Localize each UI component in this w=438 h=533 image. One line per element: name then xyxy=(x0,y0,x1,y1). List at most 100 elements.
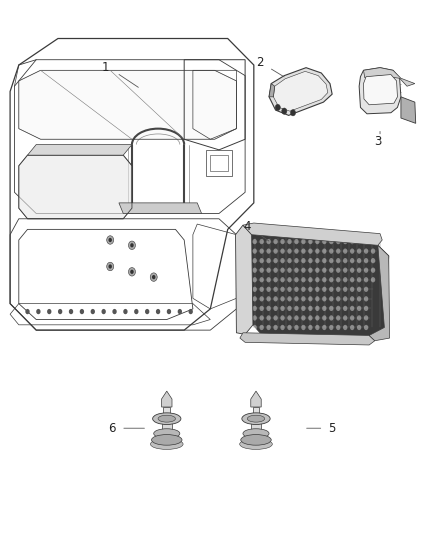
Circle shape xyxy=(280,248,285,254)
Ellipse shape xyxy=(240,439,272,449)
Circle shape xyxy=(315,277,320,282)
Circle shape xyxy=(357,258,361,263)
Polygon shape xyxy=(163,407,170,419)
Circle shape xyxy=(301,316,306,320)
Circle shape xyxy=(301,306,306,311)
Circle shape xyxy=(253,277,257,282)
Circle shape xyxy=(329,248,333,254)
Circle shape xyxy=(364,248,368,254)
Ellipse shape xyxy=(158,415,176,422)
Circle shape xyxy=(107,236,114,244)
Circle shape xyxy=(287,296,292,302)
Circle shape xyxy=(301,268,306,273)
Circle shape xyxy=(329,258,333,263)
Circle shape xyxy=(280,316,285,320)
Circle shape xyxy=(329,277,333,282)
Circle shape xyxy=(322,268,326,273)
Circle shape xyxy=(287,268,292,273)
Circle shape xyxy=(343,258,347,263)
Circle shape xyxy=(253,239,257,244)
Circle shape xyxy=(343,268,347,273)
Circle shape xyxy=(364,306,368,311)
Circle shape xyxy=(308,239,313,244)
Circle shape xyxy=(357,248,361,254)
Circle shape xyxy=(336,287,340,292)
Circle shape xyxy=(308,316,313,320)
Circle shape xyxy=(294,239,299,244)
Circle shape xyxy=(364,287,368,292)
Circle shape xyxy=(294,287,299,292)
Circle shape xyxy=(280,268,285,273)
Circle shape xyxy=(259,258,264,263)
Circle shape xyxy=(301,239,306,244)
Circle shape xyxy=(287,325,292,330)
Ellipse shape xyxy=(150,439,183,449)
Circle shape xyxy=(280,306,285,311)
Circle shape xyxy=(336,248,340,254)
Circle shape xyxy=(253,248,257,254)
Circle shape xyxy=(329,268,333,273)
Circle shape xyxy=(329,306,333,311)
Circle shape xyxy=(253,287,257,292)
Circle shape xyxy=(322,248,326,254)
Circle shape xyxy=(259,248,264,254)
Circle shape xyxy=(266,248,271,254)
Circle shape xyxy=(357,239,361,244)
Circle shape xyxy=(273,287,278,292)
Circle shape xyxy=(301,325,306,330)
Circle shape xyxy=(343,239,347,244)
Polygon shape xyxy=(401,97,416,123)
Circle shape xyxy=(315,306,320,311)
Ellipse shape xyxy=(247,415,265,422)
Circle shape xyxy=(294,325,299,330)
Circle shape xyxy=(343,248,347,254)
Circle shape xyxy=(130,270,134,274)
Circle shape xyxy=(253,268,257,273)
Circle shape xyxy=(315,325,320,330)
Circle shape xyxy=(329,316,333,320)
Circle shape xyxy=(253,296,257,302)
Circle shape xyxy=(188,309,193,314)
Circle shape xyxy=(322,316,326,320)
Circle shape xyxy=(58,309,62,314)
Circle shape xyxy=(128,268,135,276)
Circle shape xyxy=(290,110,296,116)
Circle shape xyxy=(350,325,354,330)
Circle shape xyxy=(113,309,117,314)
Circle shape xyxy=(315,316,320,320)
Ellipse shape xyxy=(242,413,270,424)
Circle shape xyxy=(329,287,333,292)
Circle shape xyxy=(371,268,375,273)
Circle shape xyxy=(145,309,149,314)
Circle shape xyxy=(266,296,271,302)
Circle shape xyxy=(273,325,278,330)
Circle shape xyxy=(364,296,368,302)
Circle shape xyxy=(364,268,368,273)
Circle shape xyxy=(178,309,182,314)
Circle shape xyxy=(102,309,106,314)
Circle shape xyxy=(280,258,285,263)
Polygon shape xyxy=(119,203,201,214)
Circle shape xyxy=(294,268,299,273)
Circle shape xyxy=(343,306,347,311)
Circle shape xyxy=(280,296,285,302)
Circle shape xyxy=(91,309,95,314)
Circle shape xyxy=(69,309,73,314)
Circle shape xyxy=(80,309,84,314)
Circle shape xyxy=(357,287,361,292)
Circle shape xyxy=(259,239,264,244)
Circle shape xyxy=(315,296,320,302)
Circle shape xyxy=(109,238,112,242)
Circle shape xyxy=(336,268,340,273)
Circle shape xyxy=(253,258,257,263)
Circle shape xyxy=(36,309,41,314)
Circle shape xyxy=(301,248,306,254)
Circle shape xyxy=(273,277,278,282)
Polygon shape xyxy=(252,235,389,335)
Circle shape xyxy=(301,277,306,282)
Circle shape xyxy=(280,287,285,292)
Circle shape xyxy=(167,309,171,314)
Circle shape xyxy=(308,306,313,311)
Circle shape xyxy=(294,248,299,254)
Circle shape xyxy=(308,277,313,282)
